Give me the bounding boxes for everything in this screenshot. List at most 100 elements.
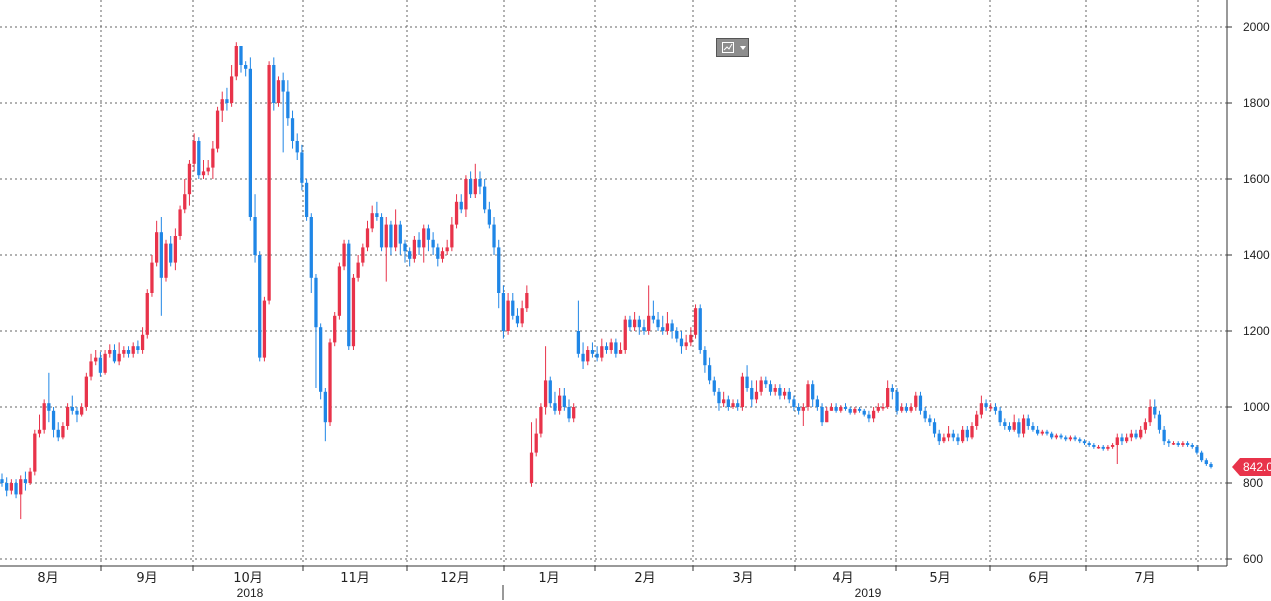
candle bbox=[206, 160, 210, 176]
candle-body bbox=[754, 391, 759, 400]
candle bbox=[267, 61, 271, 305]
candle bbox=[1204, 458, 1208, 466]
candle-body bbox=[1195, 446, 1199, 453]
candle bbox=[675, 327, 679, 343]
candle-body bbox=[65, 407, 70, 426]
candle bbox=[309, 213, 313, 293]
candle bbox=[1125, 433, 1129, 444]
candle-body bbox=[675, 331, 679, 339]
candle bbox=[572, 403, 576, 423]
candle-body bbox=[192, 141, 196, 164]
candle bbox=[1054, 433, 1059, 440]
candle bbox=[108, 344, 112, 358]
candle-body bbox=[768, 384, 773, 392]
candle bbox=[698, 304, 702, 354]
candle-body bbox=[703, 350, 707, 366]
candle bbox=[843, 403, 848, 411]
candle bbox=[445, 239, 449, 255]
candle-body bbox=[618, 350, 623, 354]
y-tick-label: 1600 bbox=[1243, 172, 1270, 186]
candle-body bbox=[440, 251, 445, 259]
month-label: 9月 bbox=[136, 571, 157, 586]
candle bbox=[909, 403, 913, 413]
candle bbox=[567, 399, 571, 423]
candle-body bbox=[14, 483, 18, 495]
candle-body bbox=[501, 293, 506, 331]
candle-body bbox=[389, 224, 393, 248]
candle bbox=[815, 395, 820, 411]
candle bbox=[497, 239, 501, 309]
candle bbox=[103, 350, 107, 375]
candle-body bbox=[445, 247, 449, 252]
candle-body bbox=[272, 65, 276, 103]
candle bbox=[651, 300, 656, 324]
candle bbox=[600, 338, 604, 362]
candle-body bbox=[309, 217, 313, 278]
candle bbox=[707, 357, 712, 385]
candle-body bbox=[375, 213, 379, 217]
candle bbox=[80, 403, 84, 417]
candle bbox=[258, 251, 262, 362]
candle-body bbox=[726, 399, 730, 407]
candle-body bbox=[169, 243, 173, 263]
candle-body bbox=[154, 232, 159, 263]
month-label: 10月 bbox=[233, 571, 263, 586]
candle-body bbox=[623, 319, 627, 350]
candle-body bbox=[131, 346, 135, 354]
candle bbox=[768, 380, 773, 396]
candle-body bbox=[248, 68, 253, 217]
candle-body bbox=[778, 388, 782, 396]
candle-body bbox=[759, 380, 763, 392]
candle bbox=[984, 399, 988, 411]
candle-body bbox=[1176, 443, 1180, 445]
candle-body bbox=[656, 319, 660, 328]
candle-body bbox=[436, 247, 440, 259]
candle-body bbox=[89, 361, 93, 377]
candle-body bbox=[483, 186, 487, 210]
month-label: 3月 bbox=[732, 571, 753, 586]
candle bbox=[754, 380, 759, 404]
candle-body bbox=[857, 408, 862, 411]
candle bbox=[1040, 429, 1044, 436]
candle bbox=[543, 346, 548, 415]
candle bbox=[557, 388, 562, 415]
candle bbox=[9, 479, 14, 495]
candle bbox=[1176, 441, 1180, 447]
candle bbox=[84, 372, 88, 411]
candle-body bbox=[23, 479, 28, 483]
candle bbox=[717, 388, 721, 411]
y-tick-label: 1800 bbox=[1243, 96, 1270, 110]
candle bbox=[1129, 429, 1133, 442]
candle bbox=[276, 76, 281, 107]
candle-body bbox=[979, 403, 984, 415]
candle-body bbox=[581, 353, 585, 362]
candle bbox=[689, 327, 693, 347]
candle-body bbox=[412, 239, 417, 259]
y-tick-label: 1000 bbox=[1243, 400, 1270, 414]
candle-body bbox=[1087, 443, 1091, 445]
candle bbox=[145, 289, 149, 339]
candle bbox=[89, 353, 93, 381]
last-price-tag: 842.0 bbox=[1232, 458, 1271, 477]
month-label: 12月 bbox=[440, 571, 470, 586]
candle-body bbox=[487, 209, 491, 225]
candle bbox=[979, 395, 984, 419]
candle-body bbox=[1078, 439, 1082, 442]
candle-body bbox=[281, 80, 285, 92]
candle bbox=[829, 403, 834, 411]
candle bbox=[342, 239, 346, 271]
candle bbox=[811, 380, 815, 407]
candle bbox=[937, 429, 941, 445]
candle bbox=[131, 342, 135, 358]
month-label: 8月 bbox=[37, 571, 58, 586]
candle bbox=[1143, 418, 1148, 434]
candle-body bbox=[140, 334, 145, 350]
candle bbox=[722, 391, 726, 407]
chart-type-button[interactable] bbox=[716, 38, 749, 57]
candle-body bbox=[201, 171, 206, 176]
candle-body bbox=[75, 410, 79, 415]
candle bbox=[1082, 439, 1087, 445]
candle-body bbox=[398, 224, 402, 244]
candle-body bbox=[937, 433, 941, 442]
